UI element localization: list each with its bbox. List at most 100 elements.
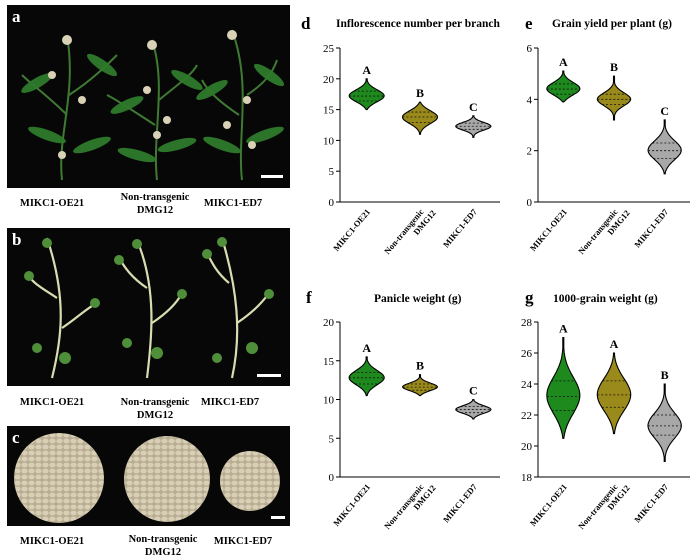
violin-g-2: [647, 383, 682, 463]
significance-letter-g-2: B: [661, 368, 669, 382]
caption-a-nt-line2: DMG12: [136, 205, 174, 216]
chart-letter-d: d: [301, 14, 311, 33]
category-label-f-2: MIKC1-ED7: [441, 481, 479, 524]
caption-c-nt: Non-transgenic DMG12: [129, 533, 198, 559]
category-label-d-1: Non-transgenicDMG12: [382, 201, 438, 262]
caption-a-nt: Non-transgenic DMG12: [121, 191, 190, 217]
caption-c-oe21: MIKC1-OE21: [19, 536, 85, 547]
category-label-f-1: Non-transgenicDMG12: [382, 476, 438, 537]
violin-f-1: [402, 374, 438, 397]
y-tick-label-f-4: 20: [323, 317, 335, 329]
y-tick-label-d-2: 10: [323, 135, 335, 147]
caption-c-nt-line2: DMG12: [144, 547, 182, 558]
category-label-part: MIKC1-OE21: [528, 482, 569, 528]
violin-d-0: [348, 78, 385, 111]
caption-a-ed7: MIKC1-ED7: [203, 198, 263, 209]
grain-pile-oe21: [14, 433, 104, 523]
y-tick-label-d-1: 5: [329, 166, 335, 178]
panel-letter-b: b: [12, 230, 22, 249]
grain-pile-nt: [124, 436, 210, 522]
category-label-g-1: Non-transgenicDMG12: [576, 476, 632, 537]
chart-title-g: 1000-grain weight (g): [553, 293, 658, 305]
chart-title-e: Grain yield per plant (g): [552, 18, 672, 30]
chart-letter-g: g: [525, 288, 534, 307]
significance-letter-g-1: A: [610, 337, 619, 351]
panicles-image-b: [24, 237, 274, 379]
category-label-part: MIKC1-ED7: [441, 481, 479, 524]
panel-letter-a: a: [12, 7, 21, 26]
y-tick-label-f-1: 5: [329, 433, 335, 445]
y-tick-label-g-2: 22: [521, 410, 532, 422]
violin-f-0: [348, 356, 385, 397]
significance-letter-e-0: A: [559, 55, 568, 69]
category-label-d-2: MIKC1-ED7: [441, 206, 479, 249]
y-tick-label-g-5: 28: [521, 317, 533, 329]
y-tick-label-f-3: 15: [323, 356, 335, 368]
caption-c-nt-line1: Non-transgenic: [128, 534, 198, 545]
chart-title-f: Panicle weight (g): [374, 293, 462, 305]
caption-c-ed7: MIKC1-ED7: [213, 536, 273, 547]
y-tick-label-e-2: 4: [527, 94, 533, 106]
y-tick-label-d-0: 0: [329, 197, 335, 209]
category-label-part: MIKC1-ED7: [632, 206, 670, 249]
significance-letter-g-0: A: [559, 322, 568, 336]
scale-bar-b: [257, 374, 281, 377]
category-label-f-0: MIKC1-OE21: [331, 482, 372, 528]
y-tick-label-f-2: 10: [323, 395, 335, 407]
significance-letter-e-1: B: [610, 60, 618, 74]
violin-d-1: [401, 101, 439, 135]
category-label-part: MIKC1-OE21: [331, 207, 372, 253]
category-label-part: MIKC1-OE21: [331, 482, 372, 528]
category-label-g-0: MIKC1-OE21: [528, 482, 569, 528]
y-tick-label-g-0: 18: [521, 472, 533, 484]
plant-branches-image-a: [21, 29, 285, 181]
violin-g-0: [546, 336, 581, 439]
photo-panel-b: b: [7, 228, 290, 386]
category-label-part: MIKC1-ED7: [441, 206, 479, 249]
category-label-part: MIKC1-ED7: [632, 481, 670, 524]
y-tick-label-e-0: 0: [527, 197, 533, 209]
grains-image-c: [14, 433, 280, 523]
significance-letter-f-0: A: [362, 341, 371, 355]
violin-e-1: [596, 75, 632, 121]
category-label-e-1: Non-transgenicDMG12: [576, 201, 632, 262]
photo-panel-c: c: [7, 426, 290, 526]
caption-b-ed7: MIKC1-ED7: [200, 397, 260, 408]
category-label-e-0: MIKC1-OE21: [528, 207, 569, 253]
scale-bar-a: [261, 175, 283, 178]
significance-letter-f-2: C: [469, 384, 478, 398]
y-tick-label-g-4: 26: [521, 348, 533, 360]
y-tick-label-d-5: 25: [323, 43, 335, 55]
category-label-d-0: MIKC1-OE21: [331, 207, 372, 253]
y-tick-label-e-3: 6: [527, 43, 533, 55]
y-tick-label-g-3: 24: [521, 379, 533, 391]
scale-bar-c: [271, 516, 285, 519]
violin-e-2: [647, 119, 682, 175]
significance-letter-d-0: A: [362, 63, 371, 77]
violin-g-1: [596, 352, 632, 435]
significance-letter-e-2: C: [660, 104, 669, 118]
caption-b-oe21: MIKC1-OE21: [19, 397, 85, 408]
y-tick-label-d-4: 20: [323, 74, 335, 86]
caption-a-oe21: MIKC1-OE21: [19, 198, 85, 209]
significance-letter-d-1: B: [416, 86, 424, 100]
significance-letter-d-2: C: [469, 100, 478, 114]
y-tick-label-g-1: 20: [521, 441, 533, 453]
violin-e-0: [546, 70, 581, 103]
caption-b-nt-line1: Non-transgenic: [120, 397, 190, 408]
category-label-part: MIKC1-OE21: [528, 207, 569, 253]
chart-letter-e: e: [525, 14, 533, 33]
category-label-g-2: MIKC1-ED7: [632, 481, 670, 524]
caption-b-nt-line2: DMG12: [136, 410, 174, 421]
chart-title-d: Inflorescence number per branch: [336, 18, 500, 30]
y-tick-label-d-3: 15: [323, 105, 335, 117]
caption-a-nt-line1: Non-transgenic: [120, 192, 190, 203]
panel-letter-c: c: [12, 428, 20, 447]
y-tick-label-e-1: 2: [527, 146, 533, 158]
photo-panel-a: a: [7, 5, 290, 188]
grain-pile-ed7: [220, 451, 280, 511]
y-tick-label-f-0: 0: [329, 472, 335, 484]
significance-letter-f-1: B: [416, 359, 424, 373]
category-label-e-2: MIKC1-ED7: [632, 206, 670, 249]
